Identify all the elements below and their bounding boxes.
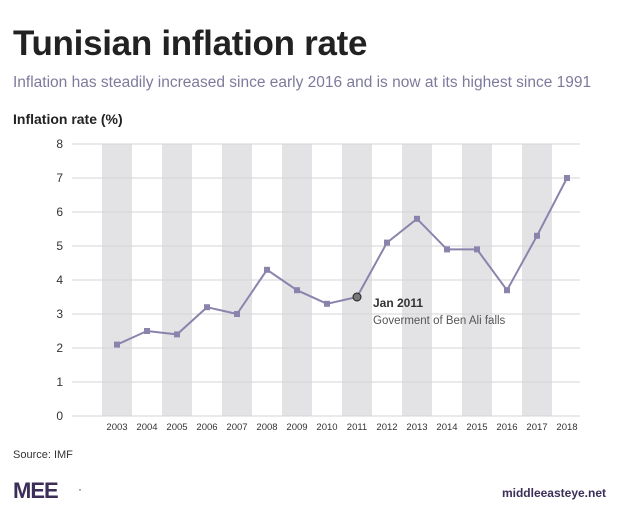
y-tick-label: 7 [56, 171, 63, 185]
x-tick-label: 2008 [256, 422, 277, 433]
source-note: Source: IMF [13, 449, 73, 461]
data-point [324, 300, 330, 307]
x-tick-label: 2005 [166, 422, 187, 433]
x-tick-label: 2014 [436, 422, 457, 433]
data-point [564, 175, 570, 181]
data-point [444, 246, 450, 253]
data-point [534, 232, 540, 239]
y-tick-label: 1 [56, 375, 63, 389]
site-url[interactable]: middleeasteye.net [501, 486, 606, 500]
x-tick-label: 2016 [496, 422, 517, 433]
x-tick-label: 2015 [466, 422, 487, 433]
x-tick-label: 2003 [106, 422, 127, 433]
chart-subtitle: Inflation has steadily increased since e… [13, 74, 592, 91]
x-tick-label: 2013 [406, 422, 427, 433]
data-point [114, 341, 120, 348]
x-tick-label: 2004 [136, 422, 157, 433]
x-tick-label: 2012 [376, 422, 397, 433]
x-tick-label: 2011 [347, 422, 367, 433]
mee-logo: MEE [13, 478, 59, 503]
data-point [474, 246, 480, 253]
y-tick-label: 8 [56, 137, 63, 151]
x-tick-label: 2018 [556, 422, 577, 433]
data-point [144, 328, 150, 334]
x-tick-label: 2006 [196, 422, 217, 433]
x-tick-label: 2007 [226, 422, 247, 433]
data-point [384, 239, 390, 246]
y-tick-label: 0 [56, 409, 63, 423]
data-point [174, 331, 180, 338]
inflation-line-chart: 0 1 2 3 4 5 6 7 8 2003 2004 2005 2006 2007 2008 2009 201… [56, 137, 580, 433]
data-point [504, 287, 510, 294]
chart-title: Tunisian inflation rate [13, 24, 368, 63]
logo-separator: · [78, 482, 82, 496]
data-point [264, 266, 270, 273]
data-point [204, 304, 210, 311]
series-line [116, 177, 568, 346]
highlight-marker [352, 292, 362, 302]
data-point [234, 311, 240, 317]
y-tick-label: 4 [56, 273, 63, 287]
y-tick-label: 2 [56, 341, 63, 355]
data-point [294, 287, 300, 294]
x-tick-label: 2017 [526, 422, 547, 433]
data-point [414, 215, 420, 222]
y-tick-label: 5 [56, 239, 63, 253]
x-tick-label: 2009 [286, 422, 307, 433]
x-tick-label: 2010 [316, 422, 337, 433]
annotation-label: Jan 2011 [373, 296, 423, 310]
y-tick-label: 3 [56, 307, 63, 321]
y-tick-label: 6 [56, 205, 63, 219]
y-axis-title: Inflation rate (%) [13, 111, 123, 127]
annotation-note: Goverment of Ben Ali falls [373, 315, 506, 327]
